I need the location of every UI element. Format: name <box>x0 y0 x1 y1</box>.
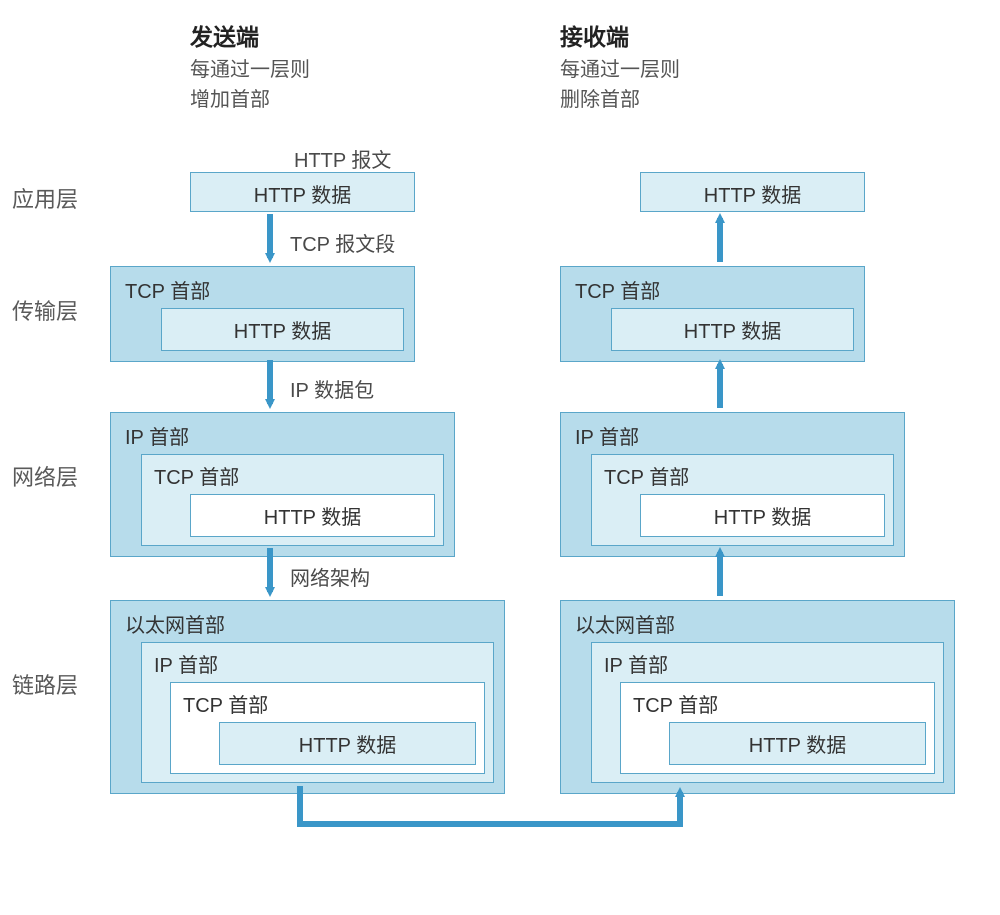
arrows-layer <box>0 0 1000 915</box>
diagram-canvas: 应用层 传输层 网络层 链路层 发送端 每通过一层则 增加首部 接收端 每通过一… <box>0 0 1000 915</box>
arrow-bottom-connect <box>300 786 680 824</box>
